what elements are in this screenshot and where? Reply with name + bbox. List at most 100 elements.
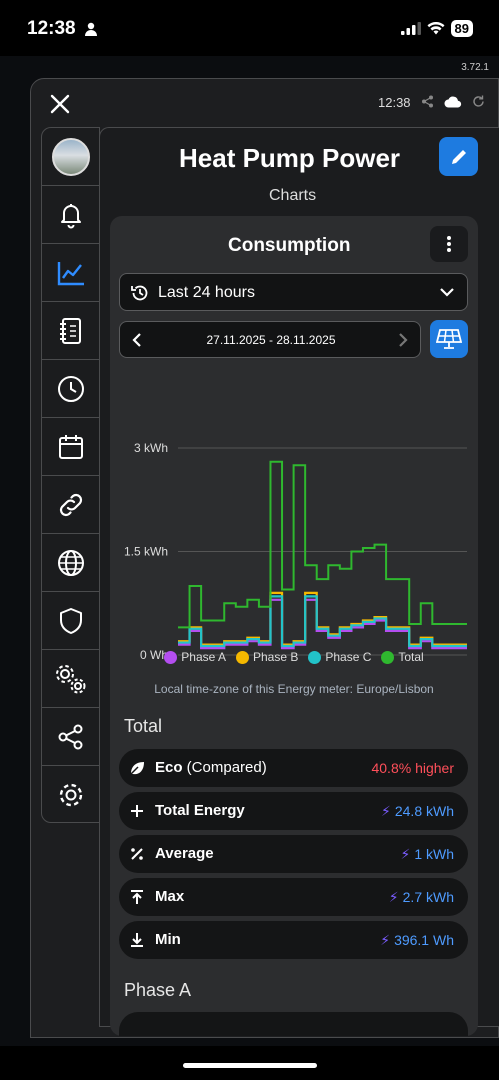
bolt-icon: ⚡	[400, 846, 411, 862]
stat-label: Total Energy	[155, 802, 245, 819]
more-vertical-icon	[447, 236, 451, 252]
pencil-icon	[451, 149, 466, 164]
page-subtitle: Charts	[269, 187, 317, 204]
battery-badge: 89	[450, 20, 473, 37]
timezone-note: Local time-zone of this Energy meter: Eu…	[154, 682, 434, 696]
sidebar-item-notifications[interactable]	[42, 186, 99, 244]
y-tick-label: 1.5 kWh	[124, 545, 168, 559]
solar-panel-button[interactable]	[430, 320, 468, 358]
eco-suffix: (Compared)	[182, 759, 267, 776]
series-line-phase-b	[178, 591, 467, 646]
calendar-icon	[58, 434, 83, 459]
plus-icon	[131, 805, 143, 817]
legend-dot	[235, 650, 249, 664]
sidebar-item-avatar[interactable]	[42, 128, 99, 186]
solar-panel-icon	[436, 329, 462, 349]
app-window: 12:38	[30, 78, 499, 1038]
sidebar-item-charts[interactable]	[42, 244, 99, 302]
sidebar-item-security[interactable]	[42, 592, 99, 650]
legend-label: Phase C	[325, 650, 372, 664]
sidebar-item-history[interactable]	[42, 360, 99, 418]
clock-icon	[57, 375, 84, 402]
signal-icon	[400, 22, 421, 35]
stat-value: ⚡ 2.7 kWh	[389, 889, 454, 906]
bolt-icon: ⚡	[380, 932, 391, 948]
stat-label: Eco (Compared)	[155, 759, 267, 776]
total-energy-value: 24.8 kWh	[394, 803, 454, 819]
sidebar-item-share[interactable]	[42, 708, 99, 766]
max-value: 2.7 kWh	[402, 889, 454, 905]
legend-item[interactable]: Total	[381, 650, 424, 664]
legend-dot	[164, 650, 178, 664]
wifi-icon	[427, 22, 445, 35]
legend-label: Phase A	[181, 650, 226, 664]
y-tick-label: 0 Wh	[140, 648, 168, 662]
globe-icon	[57, 549, 84, 576]
min-value: 396.1 Wh	[394, 932, 454, 948]
home-indicator[interactable]	[183, 1063, 317, 1068]
stat-value: ⚡ 1 kWh	[400, 846, 454, 863]
stat-label: Max	[155, 888, 185, 905]
percent-icon	[131, 848, 143, 860]
more-options-button[interactable]	[430, 226, 468, 262]
gears-icon	[55, 664, 85, 693]
sidebar-item-network[interactable]	[42, 534, 99, 592]
gear-icon	[59, 783, 82, 807]
sidebar-item-calendar[interactable]	[42, 418, 99, 476]
section-title-phase-a: Phase A	[124, 980, 192, 1000]
edit-button[interactable]	[439, 137, 478, 176]
series-line-total	[178, 460, 467, 629]
window-status-icons	[421, 95, 485, 108]
stat-row-average[interactable]: Average ⚡ 1 kWh	[119, 835, 468, 873]
time-range-select[interactable]: Last 24 hours	[119, 273, 468, 311]
status-time: 12:38	[27, 18, 76, 39]
eco-label: Eco	[155, 759, 183, 776]
arrow-up-to-line-icon	[131, 890, 143, 904]
legend-dot	[381, 650, 395, 664]
card-title: Consumption	[228, 235, 351, 256]
status-right: 89	[400, 20, 473, 37]
stat-label: Min	[155, 931, 181, 948]
status-bar: 12:38 89	[0, 0, 499, 58]
section-title-total: Total	[124, 716, 163, 736]
bolt-icon: ⚡	[381, 803, 391, 819]
share-icon	[58, 724, 82, 749]
y-tick-label: 3 kWh	[134, 441, 168, 455]
avatar	[51, 137, 90, 176]
chevron-left-icon[interactable]	[132, 332, 142, 348]
date-range: 27.11.2025 - 28.11.2025	[206, 333, 336, 347]
stat-row-min[interactable]: Min ⚡ 396.1 Wh	[119, 921, 468, 959]
series-line-phase-c	[178, 595, 467, 648]
legend-item[interactable]: Phase B	[235, 650, 298, 664]
chart-legend: Phase A Phase B Phase C Total	[110, 650, 478, 664]
stat-row-max[interactable]: Max ⚡ 2.7 kWh	[119, 878, 468, 916]
leaf-icon	[129, 762, 144, 776]
cloud-icon	[444, 96, 462, 108]
legend-label: Total	[398, 650, 424, 664]
history-icon	[131, 285, 148, 301]
date-navigator: 27.11.2025 - 28.11.2025	[119, 321, 421, 358]
person-icon	[85, 22, 97, 36]
sidebar-item-links[interactable]	[42, 476, 99, 534]
legend-item[interactable]: Phase C	[308, 650, 371, 664]
chevron-right-icon[interactable]	[398, 332, 408, 348]
sidebar-item-settings[interactable]	[42, 766, 99, 822]
shield-icon	[59, 607, 82, 634]
stat-value: ⚡ 24.8 kWh	[381, 803, 454, 820]
sidebar-item-advanced-settings[interactable]	[42, 650, 99, 708]
series-line-phase-a	[178, 598, 467, 650]
stat-row-total-energy[interactable]: Total Energy ⚡ 24.8 kWh	[119, 792, 468, 830]
consumption-card: Consumption Last 24 hours 27.11.2025 - 2…	[110, 216, 478, 1036]
bolt-icon: ⚡	[388, 889, 399, 905]
legend-item[interactable]: Phase A	[164, 650, 226, 664]
share-small-icon	[422, 95, 433, 108]
bell-icon	[60, 203, 81, 228]
stat-row-eco[interactable]: Eco (Compared) 40.8% higher	[119, 749, 468, 787]
refresh-icon[interactable]	[472, 95, 485, 108]
close-icon[interactable]	[48, 92, 72, 116]
chart-icon	[57, 261, 84, 285]
arrow-down-to-line-icon	[131, 933, 143, 947]
sidebar-item-logbook[interactable]	[42, 302, 99, 360]
stat-row-phase-a[interactable]	[119, 1012, 468, 1036]
